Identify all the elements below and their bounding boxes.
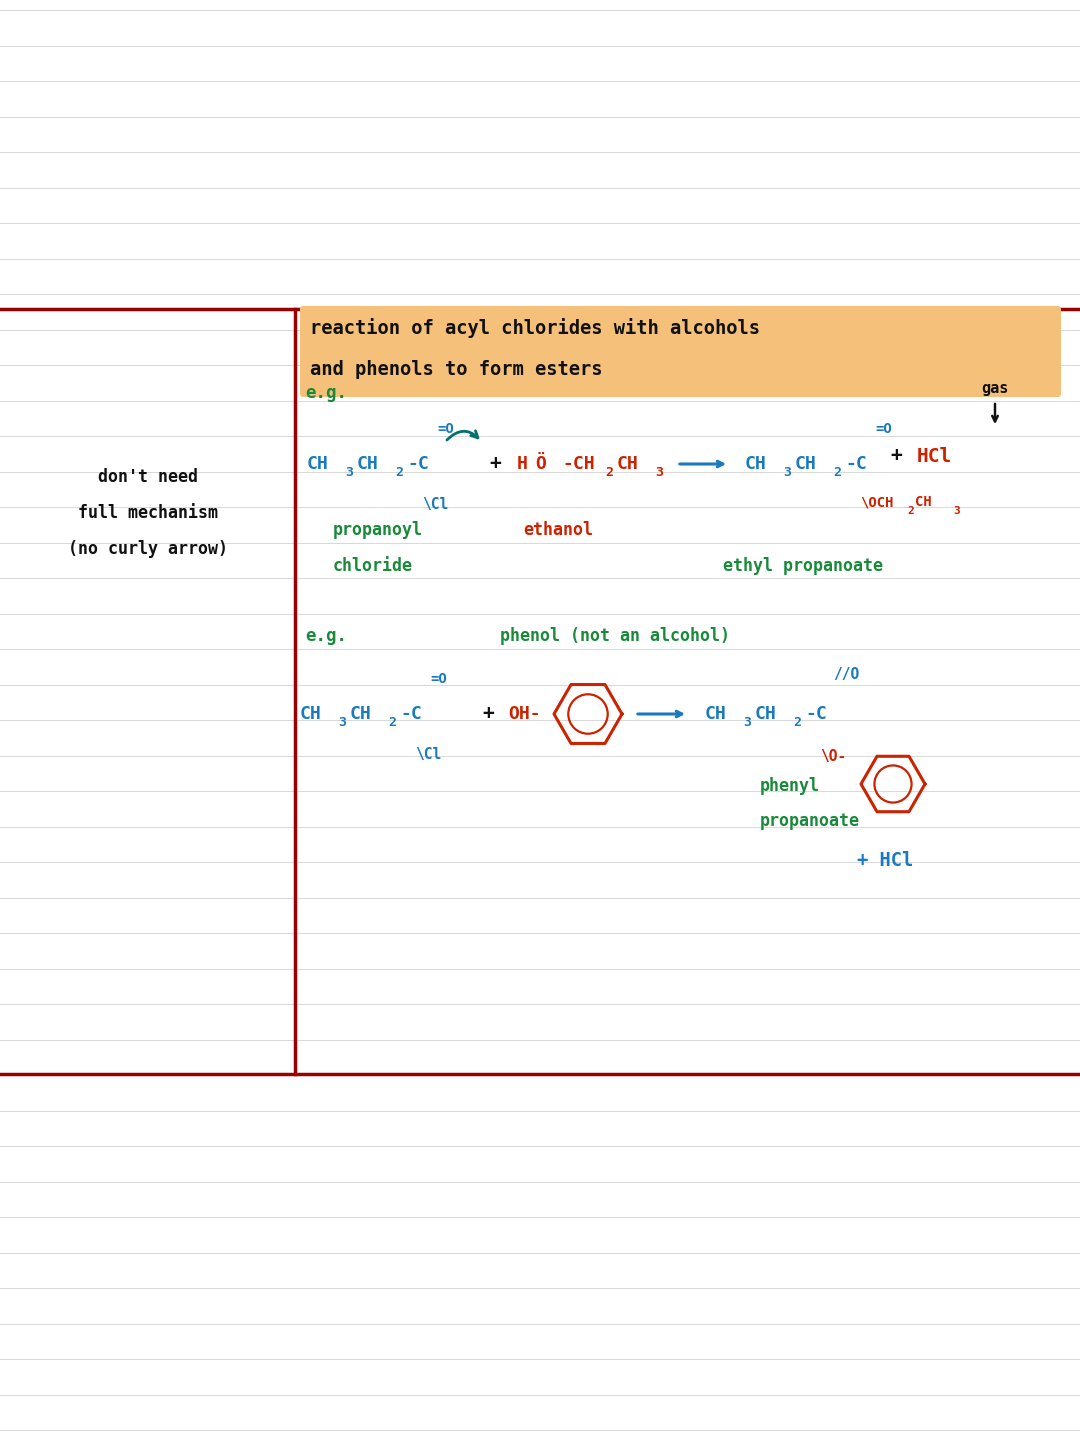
Text: \Cl: \Cl [415,747,442,761]
Text: CH: CH [617,455,638,473]
Text: -C: -C [805,705,827,722]
Text: full mechanism: full mechanism [78,504,218,522]
Text: chloride: chloride [333,557,413,576]
Text: propanoyl: propanoyl [333,521,423,540]
Text: e.g.: e.g. [305,627,347,645]
Text: 3: 3 [338,717,346,730]
Text: phenyl: phenyl [760,777,820,794]
Text: HCl: HCl [917,446,953,465]
Text: (no curly arrow): (no curly arrow) [68,540,228,558]
Text: Ö: Ö [535,455,545,473]
Text: \Cl: \Cl [422,496,448,511]
FancyBboxPatch shape [300,307,1061,397]
Text: phenol (not an alcohol): phenol (not an alcohol) [500,627,730,645]
FancyArrowPatch shape [447,430,477,440]
Text: 3: 3 [743,717,751,730]
Text: CH: CH [357,455,379,473]
Text: -C: -C [845,455,867,473]
Text: 2: 2 [605,466,613,479]
Text: ethanol: ethanol [523,521,593,540]
Text: e.g.: e.g. [305,384,347,401]
Text: -C: -C [407,455,429,473]
Text: don't need: don't need [98,468,198,486]
Text: and phenols to form esters: and phenols to form esters [310,360,603,378]
Text: \O-: \O- [820,748,847,764]
Text: OH-: OH- [508,705,541,722]
Text: =O: =O [437,422,454,436]
Text: 3: 3 [783,466,791,479]
Text: 3: 3 [953,507,960,517]
Text: 3: 3 [654,466,663,479]
Text: gas: gas [982,381,1009,396]
Text: CH: CH [705,705,727,722]
Text: 2: 2 [793,717,801,730]
Text: 2: 2 [395,466,403,479]
Text: CH: CH [915,495,932,509]
Text: CH: CH [795,455,816,473]
Text: //O: //O [833,666,860,682]
Text: 2: 2 [907,507,914,517]
Text: ethyl propanoate: ethyl propanoate [723,557,883,576]
Text: CH: CH [755,705,777,722]
Text: H: H [517,455,528,473]
Text: =O: =O [875,422,892,436]
Text: =O: =O [430,672,447,686]
Text: CH: CH [307,455,328,473]
Text: +: + [482,705,494,724]
Text: +: + [489,455,501,473]
Text: +: + [890,446,902,465]
Text: -CH: -CH [562,455,595,473]
Text: 3: 3 [345,466,353,479]
Text: propanoate: propanoate [760,812,860,830]
Text: 2: 2 [833,466,841,479]
Text: \OCH: \OCH [860,495,893,509]
Text: CH: CH [350,705,372,722]
Text: CH: CH [300,705,322,722]
Text: 2: 2 [388,717,396,730]
Text: + HCl: + HCl [858,850,914,871]
Text: reaction of acyl chlorides with alcohols: reaction of acyl chlorides with alcohols [310,318,760,338]
Text: CH: CH [745,455,767,473]
Text: -C: -C [400,705,422,722]
